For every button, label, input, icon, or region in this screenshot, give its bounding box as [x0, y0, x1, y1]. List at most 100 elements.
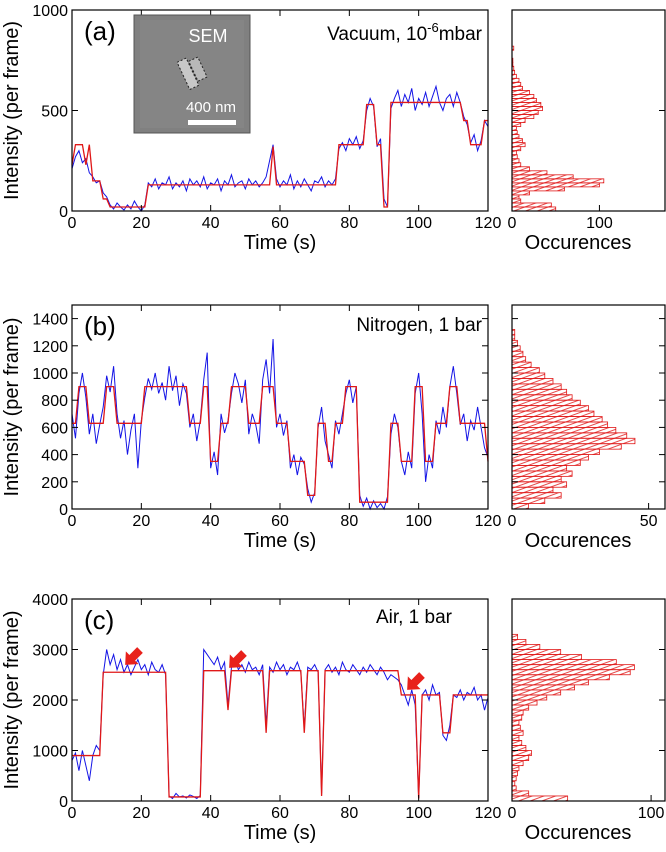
histogram-bar — [511, 503, 529, 510]
histogram-bar — [511, 492, 562, 499]
histogram-bar — [511, 448, 600, 456]
histogram-bar — [511, 98, 537, 103]
histogram-bar — [511, 785, 517, 792]
annotation: Air, 1 bar — [376, 607, 453, 628]
histogram-bar — [511, 339, 518, 347]
plot-frame — [71, 598, 489, 802]
x-tick-label: 20 — [132, 805, 150, 822]
x-tick-label: 0 — [508, 215, 517, 232]
histogram-bar — [511, 198, 522, 204]
histogram-bar — [511, 367, 540, 374]
histogram-bar — [511, 734, 520, 741]
particle-part — [188, 56, 208, 82]
histogram-bar — [511, 118, 526, 123]
histogram-bar — [511, 206, 557, 212]
y-tick-label: 1000 — [32, 366, 68, 383]
histogram-bar — [511, 719, 520, 726]
histogram-bar — [511, 633, 518, 640]
scale-bar — [188, 120, 236, 125]
histogram-bar — [511, 178, 605, 184]
histogram-bar — [511, 714, 523, 721]
y-tick-label: 200 — [41, 475, 68, 492]
arrow — [125, 647, 143, 665]
histogram-bar — [511, 134, 520, 140]
histogram-bar — [511, 146, 522, 152]
y-tick-label: 2000 — [32, 693, 68, 710]
histogram-bar — [511, 94, 535, 99]
histogram-bar — [511, 110, 539, 115]
y-tick-label: 500 — [41, 104, 68, 121]
histogram-bar — [511, 410, 595, 417]
histogram-bar — [511, 454, 589, 461]
histogram-bar — [511, 421, 609, 428]
histogram-bar — [511, 150, 517, 156]
histogram-bar — [511, 416, 603, 423]
x-tick-label: 60 — [271, 513, 289, 530]
histogram-bar — [511, 760, 524, 767]
y-axis-label: Intensity (per frame) — [1, 21, 23, 200]
histogram-bar — [511, 405, 589, 412]
histogram-bar — [511, 443, 622, 450]
histogram-bar — [511, 674, 610, 681]
histogram-bar — [511, 158, 520, 164]
histogram-bar — [511, 639, 527, 645]
histogram-bar — [511, 684, 575, 691]
annotation-text: Air, 1 bar — [376, 607, 453, 628]
histogram-bar — [511, 345, 521, 352]
series-line — [71, 338, 489, 511]
x-tick-label: 0 — [508, 513, 517, 530]
x-tick-label: 120 — [475, 805, 502, 822]
histogram-bar — [511, 649, 562, 655]
histogram-bar — [511, 90, 530, 95]
x-axis-label: Time (s) — [244, 822, 317, 844]
y-axis-label: Intensity (per frame) — [1, 611, 23, 790]
x-tick-label: 100 — [586, 215, 613, 232]
x-tick-label: 0 — [68, 513, 77, 530]
annotation: Vacuum, 10-6mbar — [327, 20, 483, 45]
histogram-bar — [511, 669, 631, 676]
histogram-bar — [511, 765, 520, 772]
annotation: Nitrogen, 1 bar — [356, 315, 482, 336]
histogram-bar — [511, 126, 517, 132]
panel-label: (c) — [84, 605, 114, 635]
arrow — [229, 650, 247, 668]
histogram-bar — [511, 664, 635, 671]
y-axis-label: Intensity (per frame) — [1, 318, 23, 497]
x-axis-label: Occurences — [525, 232, 632, 254]
annotation-text: Vacuum, 10 — [327, 24, 427, 45]
annotation-sup: -6 — [427, 20, 439, 35]
histogram-bar — [511, 740, 523, 746]
x-tick-label: 80 — [340, 805, 358, 822]
histogram-bar — [511, 106, 544, 111]
x-tick-label: 120 — [475, 215, 502, 232]
histogram-bar — [511, 775, 517, 782]
histogram-bar — [511, 659, 617, 666]
histogram-bar — [511, 795, 569, 802]
histogram-bar — [511, 750, 532, 756]
y-tick-label: 1200 — [32, 339, 68, 356]
annotation-end: mbar — [439, 24, 483, 45]
y-tick-label: 3000 — [32, 643, 68, 660]
arrow — [407, 672, 425, 690]
histogram-bar — [511, 356, 527, 363]
histogram-bar — [511, 130, 518, 136]
plot-frame — [511, 304, 666, 510]
histogram-bar — [511, 426, 617, 434]
x-tick-label: 100 — [405, 805, 432, 822]
histogram-bar — [511, 437, 636, 445]
histogram-bar — [511, 378, 554, 385]
histogram-bar — [511, 388, 568, 396]
x-tick-label: 60 — [271, 805, 289, 822]
histogram-bar — [511, 170, 548, 176]
x-tick-label: 40 — [202, 805, 220, 822]
y-tick-label: 1000 — [32, 744, 68, 761]
sem-particle — [176, 56, 208, 91]
histogram-bar — [511, 372, 546, 379]
histogram-bar — [511, 142, 526, 148]
x-axis-label: Time (s) — [244, 232, 317, 254]
histogram-bar — [511, 162, 522, 168]
inset-title: SEM — [188, 26, 227, 46]
x-axis-label: Occurences — [525, 822, 632, 844]
x-tick-label: 80 — [340, 215, 358, 232]
x-tick-label: 0 — [68, 215, 77, 232]
